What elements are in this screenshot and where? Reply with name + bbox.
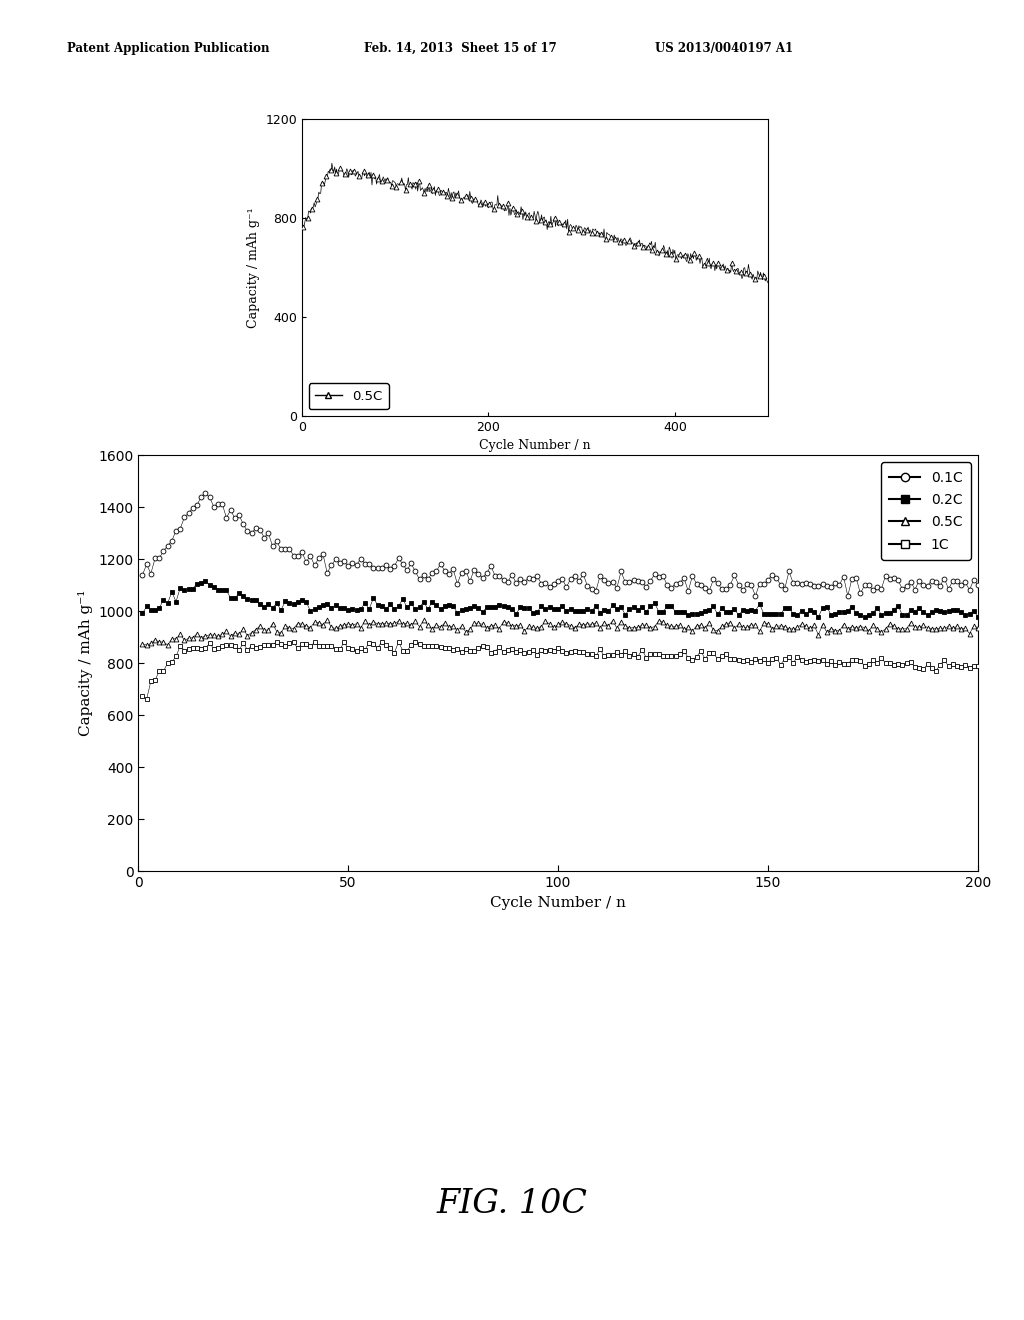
Legend: 0.1C, 0.2C, 0.5C, 1C: 0.1C, 0.2C, 0.5C, 1C [881, 462, 971, 560]
X-axis label: Cycle Number / n: Cycle Number / n [479, 440, 591, 453]
Text: US 2013/0040197 A1: US 2013/0040197 A1 [655, 42, 794, 55]
X-axis label: Cycle Number / n: Cycle Number / n [490, 895, 626, 909]
Text: Patent Application Publication: Patent Application Publication [67, 42, 269, 55]
Y-axis label: Capacity / mAh g⁻¹: Capacity / mAh g⁻¹ [78, 590, 92, 737]
Y-axis label: Capacity / mAh g⁻¹: Capacity / mAh g⁻¹ [247, 207, 260, 327]
Legend: 0.5C: 0.5C [308, 383, 389, 409]
Text: Feb. 14, 2013  Sheet 15 of 17: Feb. 14, 2013 Sheet 15 of 17 [364, 42, 556, 55]
Text: FIG. 10C: FIG. 10C [436, 1188, 588, 1220]
